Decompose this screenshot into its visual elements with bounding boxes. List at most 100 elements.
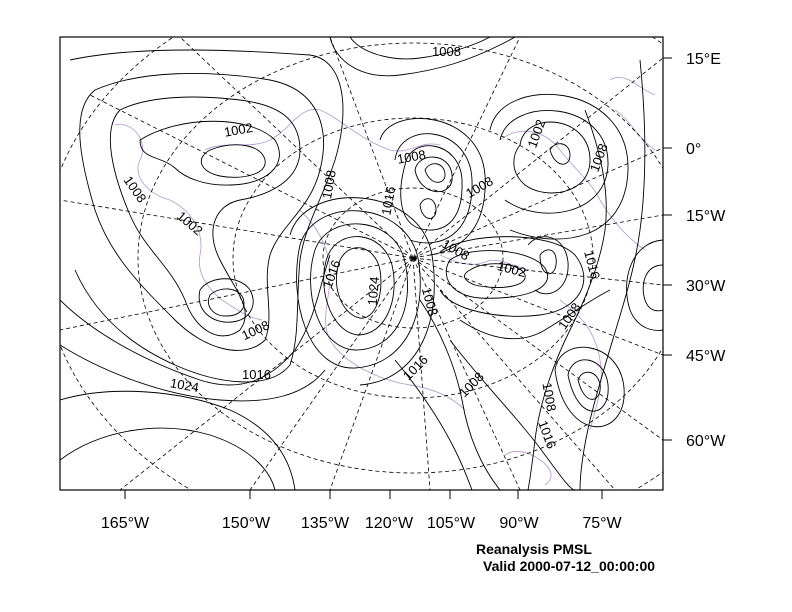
meridian xyxy=(412,257,521,490)
isobar xyxy=(208,288,245,317)
parallel xyxy=(232,117,594,399)
bottom-tick-label: 75°W xyxy=(582,515,622,532)
isobar xyxy=(554,346,625,428)
right-axis xyxy=(663,57,672,441)
isobar xyxy=(60,254,331,386)
contour-label: 1008 xyxy=(319,169,339,200)
right-tick-label: 30°W xyxy=(686,278,726,295)
meridian xyxy=(119,257,414,490)
graticule xyxy=(60,37,663,490)
contour-label: 1016 xyxy=(378,185,398,216)
meridian xyxy=(412,214,663,259)
coastlines xyxy=(114,76,656,486)
bottom-tick-label: 105°W xyxy=(427,515,476,532)
isobar xyxy=(323,236,395,336)
contour-label: 1008 xyxy=(419,286,441,318)
isobar xyxy=(539,249,557,275)
coastline-right xyxy=(609,76,656,151)
isobar xyxy=(527,236,569,295)
isobar xyxy=(349,37,491,60)
isobar xyxy=(567,359,609,412)
isobar xyxy=(577,371,601,400)
isobar xyxy=(198,278,254,323)
isobar xyxy=(419,198,437,219)
isobar xyxy=(394,359,473,490)
isobar xyxy=(549,143,571,165)
parallel xyxy=(137,42,663,474)
meridian xyxy=(412,257,616,490)
contour-label: 1002 xyxy=(496,258,528,280)
isobar xyxy=(424,163,446,183)
isobar xyxy=(60,344,326,402)
right-tick-label: 60°W xyxy=(686,433,726,450)
meridian xyxy=(412,37,521,259)
contour-label: 1016 xyxy=(242,367,271,382)
isobar xyxy=(513,121,591,194)
meridian xyxy=(412,57,663,259)
contour-label: 1008 xyxy=(432,44,461,59)
isobar xyxy=(296,210,421,369)
isobar xyxy=(109,96,301,337)
isobar xyxy=(626,239,663,331)
isobar xyxy=(139,120,280,186)
bottom-tick-label: 120°W xyxy=(365,515,414,532)
isobar xyxy=(400,145,463,231)
bottom-tick-label: 135°W xyxy=(301,515,350,532)
meridian xyxy=(412,257,663,441)
meridian xyxy=(329,37,414,259)
right-tick-label: 45°W xyxy=(686,348,726,365)
contour-label: 1002 xyxy=(223,120,254,140)
bottom-tick-label: 150°W xyxy=(222,515,271,532)
coastline-north xyxy=(204,108,441,152)
isobar xyxy=(419,299,501,490)
isobar xyxy=(60,390,296,490)
isobar xyxy=(329,37,516,77)
isobar xyxy=(445,250,548,299)
bottom-tick-label: 90°W xyxy=(499,515,539,532)
parallel xyxy=(322,187,504,329)
map-frame xyxy=(59,36,664,491)
isobar xyxy=(200,144,266,178)
isobar xyxy=(527,109,607,490)
plot-area xyxy=(60,37,663,490)
isobar xyxy=(464,263,526,288)
meridian xyxy=(412,147,663,259)
coastline-greenland xyxy=(439,254,531,271)
right-tick-label: 15°W xyxy=(686,208,726,225)
contour-label: 1008 xyxy=(396,147,427,167)
caption-valid: Valid 2000-07-12_00:00:00 xyxy=(483,558,656,574)
meridian xyxy=(412,257,663,356)
coastline-west xyxy=(114,123,263,321)
isobar xyxy=(394,133,473,244)
coastline-island xyxy=(504,450,552,486)
meridian xyxy=(329,257,414,490)
right-tick-label: 15°E xyxy=(686,51,721,68)
isobar xyxy=(489,93,629,240)
meridian xyxy=(249,257,414,490)
meridian xyxy=(412,257,431,490)
contour-label: 1024 xyxy=(169,375,200,395)
isobar xyxy=(379,118,486,256)
coastline-europe xyxy=(499,130,646,251)
bottom-tick-label: 165°W xyxy=(101,515,150,532)
contour-label: 1016 xyxy=(581,249,603,281)
isobar xyxy=(579,59,646,490)
isobar xyxy=(335,247,382,319)
isobar xyxy=(642,264,663,312)
caption-title: Reanalysis PMSL xyxy=(476,541,592,557)
isobar xyxy=(439,236,585,317)
contour-label: 1008 xyxy=(539,381,559,412)
isobar xyxy=(69,49,344,383)
isobar xyxy=(499,110,609,214)
contour-label: 1024 xyxy=(365,276,382,306)
isobar xyxy=(60,427,276,490)
isobar xyxy=(459,289,611,340)
isobar xyxy=(79,72,324,351)
isobar xyxy=(449,339,576,490)
right-tick-label: 0° xyxy=(686,141,701,158)
isobar xyxy=(310,223,408,351)
isobar xyxy=(414,156,453,193)
isobars xyxy=(60,37,663,490)
bottom-axis xyxy=(124,490,603,499)
